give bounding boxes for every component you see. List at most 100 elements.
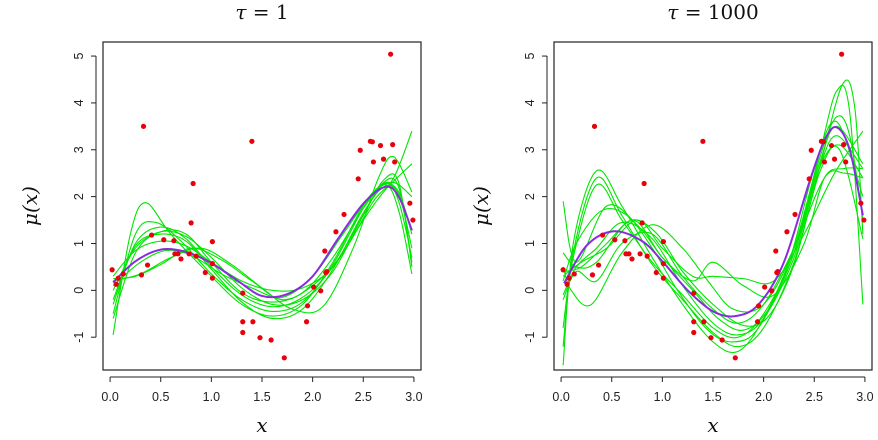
data-point <box>369 139 375 145</box>
panel-title: τ = 1 <box>235 0 288 24</box>
sample-curve <box>112 184 413 335</box>
data-point <box>644 253 650 259</box>
data-point <box>784 229 790 235</box>
data-point <box>311 284 317 290</box>
x-tick-label: 1.5 <box>253 390 270 404</box>
data-point <box>138 272 145 278</box>
panel-title: τ = 1000 <box>667 0 758 24</box>
x-tick-label: 2.0 <box>304 390 321 404</box>
y-tick-label: -1 <box>523 332 537 343</box>
data-point <box>639 220 645 226</box>
data-point <box>175 251 181 257</box>
data-point <box>858 200 864 206</box>
data-point <box>380 156 387 162</box>
data-point <box>773 248 779 254</box>
data-point <box>821 159 828 165</box>
data-point <box>303 319 310 325</box>
x-tick-label: 3.0 <box>856 390 873 404</box>
data-point <box>304 303 311 309</box>
sample-curve <box>112 155 413 314</box>
y-axis: -1 0 1 2 3 4 5 <box>523 53 548 343</box>
data-point <box>626 251 632 257</box>
data-point <box>806 176 812 182</box>
data-point <box>775 269 781 275</box>
data-point <box>754 319 761 325</box>
data-point <box>808 147 814 153</box>
sample-curves <box>562 79 864 366</box>
data-point <box>193 253 199 259</box>
x-axis: 0.0 0.5 1.0 1.5 2.0 2.5 3.0 <box>552 376 874 404</box>
sample-curve <box>112 181 413 314</box>
data-point <box>390 142 396 148</box>
y-tick-label: -1 <box>72 332 86 343</box>
y-axis-label: μ(x) <box>469 186 493 226</box>
data-point <box>357 147 363 153</box>
data-point <box>769 288 775 294</box>
data-point <box>318 288 324 294</box>
data-point <box>333 229 339 235</box>
data-point <box>653 269 659 276</box>
data-point <box>240 290 246 296</box>
data-point <box>171 238 177 244</box>
sample-curve <box>562 79 864 348</box>
data-point <box>324 269 330 275</box>
x-tick-label: 0.0 <box>552 390 569 404</box>
y-tick-label: 0 <box>72 287 86 294</box>
sample-curves <box>112 130 413 335</box>
data-point <box>820 139 826 145</box>
x-tick-label: 2.0 <box>755 390 772 404</box>
data-point <box>249 138 255 144</box>
y-tick-label: 1 <box>72 240 86 247</box>
mean-curve-group <box>112 185 413 299</box>
data-point <box>841 142 847 148</box>
x-tick-label: 0.0 <box>101 390 118 404</box>
data-point <box>281 355 287 361</box>
data-point <box>732 355 738 361</box>
sample-curve <box>112 173 413 308</box>
y-tick-label: 2 <box>523 193 537 200</box>
sample-curve <box>112 163 413 292</box>
data-point <box>186 251 192 257</box>
y-tick-label: 5 <box>523 53 537 60</box>
data-points <box>560 51 867 361</box>
data-point <box>240 319 246 325</box>
panel-tau-1000: τ = 1000 0.0 0.5 1.0 1.5 2.0 2.5 3.0 -1012345 … <box>469 0 874 437</box>
data-point <box>641 180 647 187</box>
data-point <box>691 329 697 336</box>
data-point <box>828 142 835 149</box>
mean-curve-group <box>563 126 864 318</box>
mean-curve <box>112 185 413 299</box>
data-point <box>660 275 666 281</box>
data-point <box>341 211 347 218</box>
data-point <box>410 217 416 223</box>
data-point <box>719 337 725 343</box>
x-tick-label: 1.0 <box>203 390 220 404</box>
x-tick-label: 3.0 <box>405 390 422 404</box>
x-tick-label: 2.5 <box>355 390 372 404</box>
data-point <box>149 232 155 238</box>
y-tick-label: 2 <box>72 193 86 200</box>
sample-curve <box>562 145 864 327</box>
mean-curve <box>563 126 864 318</box>
data-point <box>566 275 572 281</box>
sample-curve <box>562 115 864 339</box>
data-point <box>209 275 215 281</box>
y-tick-label: 4 <box>72 99 86 106</box>
sample-curve <box>562 144 864 336</box>
data-point <box>595 262 602 268</box>
data-point <box>407 200 413 206</box>
data-point <box>691 290 697 296</box>
data-point <box>392 159 398 165</box>
data-point <box>370 159 377 165</box>
data-point <box>388 51 394 57</box>
data-point <box>622 238 628 244</box>
data-point <box>792 211 798 218</box>
data-point <box>115 275 121 281</box>
data-points <box>109 51 416 361</box>
data-point <box>355 176 361 182</box>
data-point <box>762 284 768 290</box>
data-point <box>600 232 606 238</box>
y-tick-label: 0 <box>523 287 537 294</box>
data-point <box>629 256 635 262</box>
